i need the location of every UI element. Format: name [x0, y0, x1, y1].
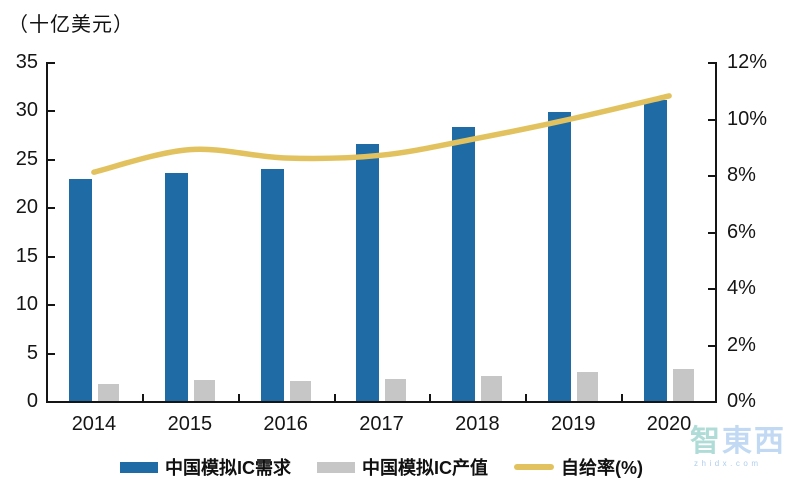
bar-group-2016: [238, 62, 334, 401]
output-bar-2015: [193, 379, 215, 401]
self-sufficiency-line: [91, 93, 672, 175]
right-axis-line: [715, 62, 717, 403]
left-tick-20: [48, 207, 55, 210]
x-axis-label-2015: 2015: [167, 413, 213, 435]
left-tick-15: [48, 255, 55, 258]
left-axis-label-25: 25: [15, 147, 38, 170]
left-tick-35: [48, 62, 55, 64]
left-axis-label-0: 0: [26, 390, 38, 412]
x-axis-label-2018: 2018: [455, 413, 500, 435]
legend-item-0: 中国模拟IC需求: [120, 454, 291, 480]
x-axis-line: [46, 401, 717, 403]
bar-group-2014: [46, 62, 142, 401]
bar-group-2015: [142, 62, 238, 401]
output-bar-2014: [97, 383, 119, 401]
left-axis-label-10: 10: [15, 293, 38, 316]
bar-group-2017: [334, 62, 430, 401]
x-tick-2: [237, 394, 240, 401]
legend-item-2: 自给率(%): [514, 454, 643, 480]
right-axis-label-8%: 8%: [727, 164, 756, 186]
left-axis-label-15: 15: [15, 244, 38, 267]
rate-line-path: [91, 93, 672, 175]
plot-area: [46, 62, 717, 403]
watermark-char: 西: [754, 425, 786, 458]
x-axis-label-2017: 2017: [359, 413, 404, 435]
output-bar-2020: [673, 369, 695, 401]
left-axis-label-35: 35: [15, 51, 38, 73]
axis-unit-label: （十亿美元）: [8, 14, 134, 36]
x-tick-6: [621, 394, 624, 401]
demand-bar-2016: [260, 168, 284, 401]
legend-bar-swatch: [317, 461, 355, 473]
output-bar-2017: [385, 378, 407, 401]
right-tick-8: [708, 175, 715, 177]
x-tick-5: [525, 394, 528, 401]
x-tick-3: [333, 394, 336, 401]
legend-label: 自给率(%): [561, 458, 643, 478]
left-tick-25: [48, 158, 55, 161]
demand-bar-2019: [548, 112, 572, 401]
output-bar-2019: [577, 371, 599, 401]
left-axis-label-20: 20: [15, 196, 38, 219]
left-tick-5: [48, 352, 55, 355]
right-tick-12: [708, 62, 715, 64]
right-tick-6: [708, 231, 715, 234]
legend-line-swatch: [514, 464, 554, 470]
x-axis-label-2016: 2016: [263, 413, 308, 435]
x-tick-4: [429, 394, 432, 401]
right-axis-label-6%: 6%: [727, 220, 756, 243]
right-axis-label-4%: 4%: [727, 277, 756, 299]
right-tick-4: [708, 288, 715, 290]
right-tick-10: [708, 118, 715, 121]
demand-bar-2014: [68, 179, 92, 401]
left-axis-label-30: 30: [15, 99, 38, 122]
bar-group-2020: [621, 62, 717, 401]
legend-label: 中国模拟IC产值: [362, 458, 488, 478]
legend: 中国模拟IC需求 中国模拟IC产值 自给率(%): [46, 454, 717, 480]
x-axis-label-2019: 2019: [550, 413, 596, 435]
left-axis-label-5: 5: [26, 341, 38, 364]
legend-label: 中国模拟IC需求: [165, 458, 291, 478]
right-tick-2: [708, 344, 715, 347]
x-axis-label-2020: 2020: [646, 413, 692, 435]
bar-group-2018: [429, 62, 525, 401]
right-axis-label-12%: 12%: [727, 51, 768, 73]
bar-group-2019: [525, 62, 621, 401]
watermark-char: 東: [722, 425, 754, 458]
legend-item-1: 中国模拟IC产值: [317, 454, 488, 480]
x-tick-1: [141, 394, 144, 401]
output-bar-2018: [481, 375, 503, 401]
demand-bar-2020: [644, 99, 668, 401]
right-axis-label-0%: 0%: [727, 390, 756, 412]
right-axis-label-2%: 2%: [727, 333, 756, 356]
demand-bar-2018: [452, 126, 476, 401]
output-bar-2016: [289, 380, 311, 401]
right-axis-label-10%: 10%: [727, 107, 768, 130]
demand-bar-2015: [164, 173, 188, 401]
x-axis-label-2014: 2014: [71, 413, 117, 435]
left-axis-line: [46, 62, 48, 403]
demand-bar-2017: [356, 144, 380, 401]
left-tick-30: [48, 110, 55, 113]
legend-bar-swatch: [120, 461, 158, 473]
left-tick-10: [48, 304, 55, 307]
